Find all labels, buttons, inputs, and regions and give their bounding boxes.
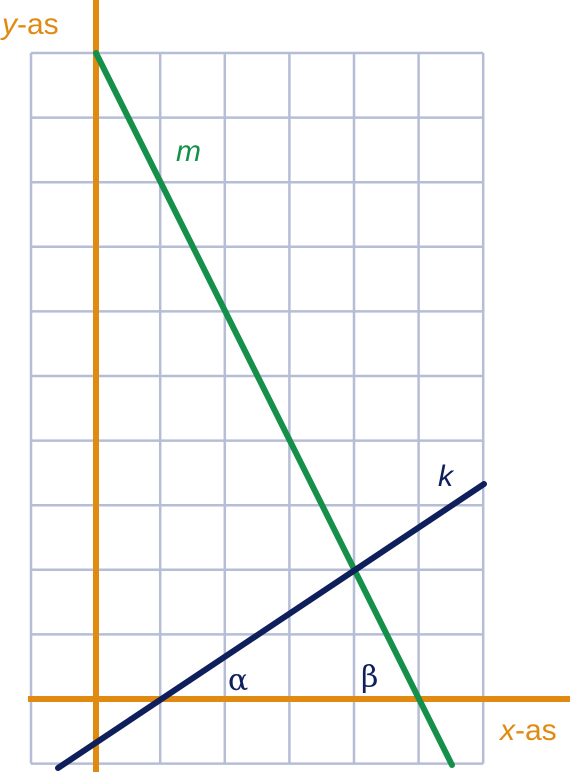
- line-k: [55, 481, 487, 771]
- x-axis-variable: x: [498, 714, 516, 747]
- angle-alpha-label: α: [228, 663, 248, 698]
- x-axis-label: x-as: [498, 714, 557, 747]
- line-k-label: k: [438, 460, 455, 493]
- line-m: [93, 50, 455, 768]
- y-axis-label: y-as: [0, 8, 59, 41]
- line-m-label: m: [176, 135, 201, 168]
- y-axis-suffix: -as: [17, 8, 59, 41]
- y-axis-variable: y: [0, 8, 19, 41]
- angle-beta-label: β: [361, 660, 378, 695]
- x-axis-suffix: -as: [515, 714, 557, 747]
